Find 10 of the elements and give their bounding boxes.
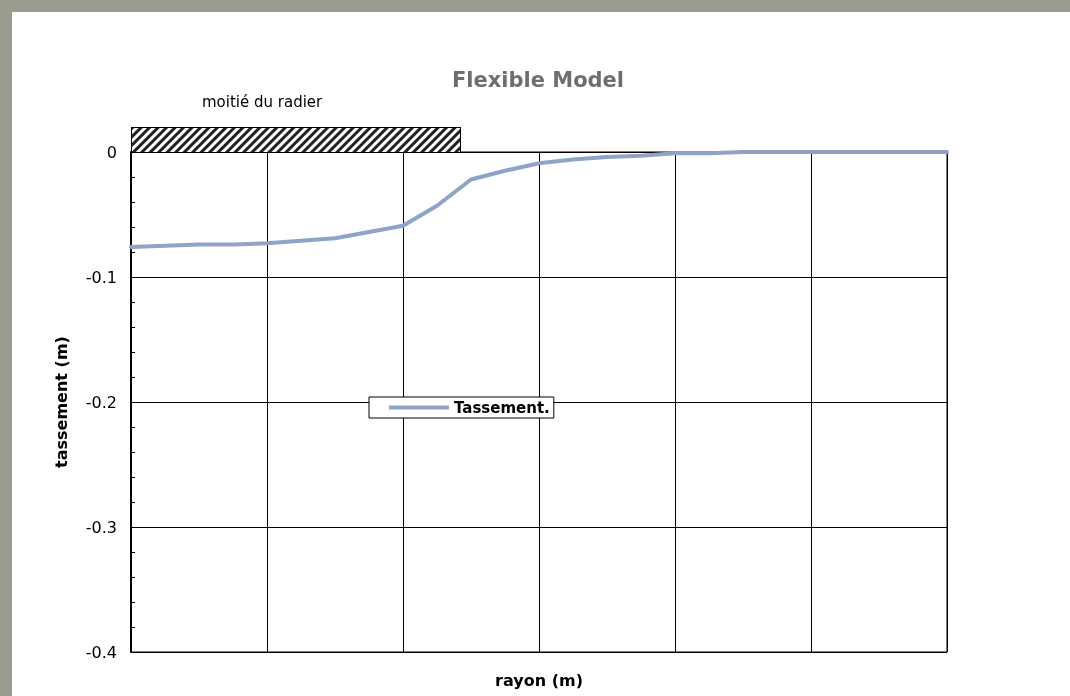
chart-title: Flexible Model: [451, 67, 625, 92]
x-axis-title: rayon (m): [495, 670, 583, 690]
y-axis-title: tassement (m): [51, 336, 71, 468]
y-tick-label: -0.2: [85, 392, 117, 412]
y-tick-label: 0: [106, 142, 117, 162]
legend-label: Tassement.: [454, 398, 550, 417]
text: moitié du radier: [202, 92, 324, 111]
y-tick-label: -0.3: [85, 517, 117, 537]
y-tick-label: -0.1: [85, 267, 117, 287]
y-tick-label: -0.4: [85, 642, 117, 662]
